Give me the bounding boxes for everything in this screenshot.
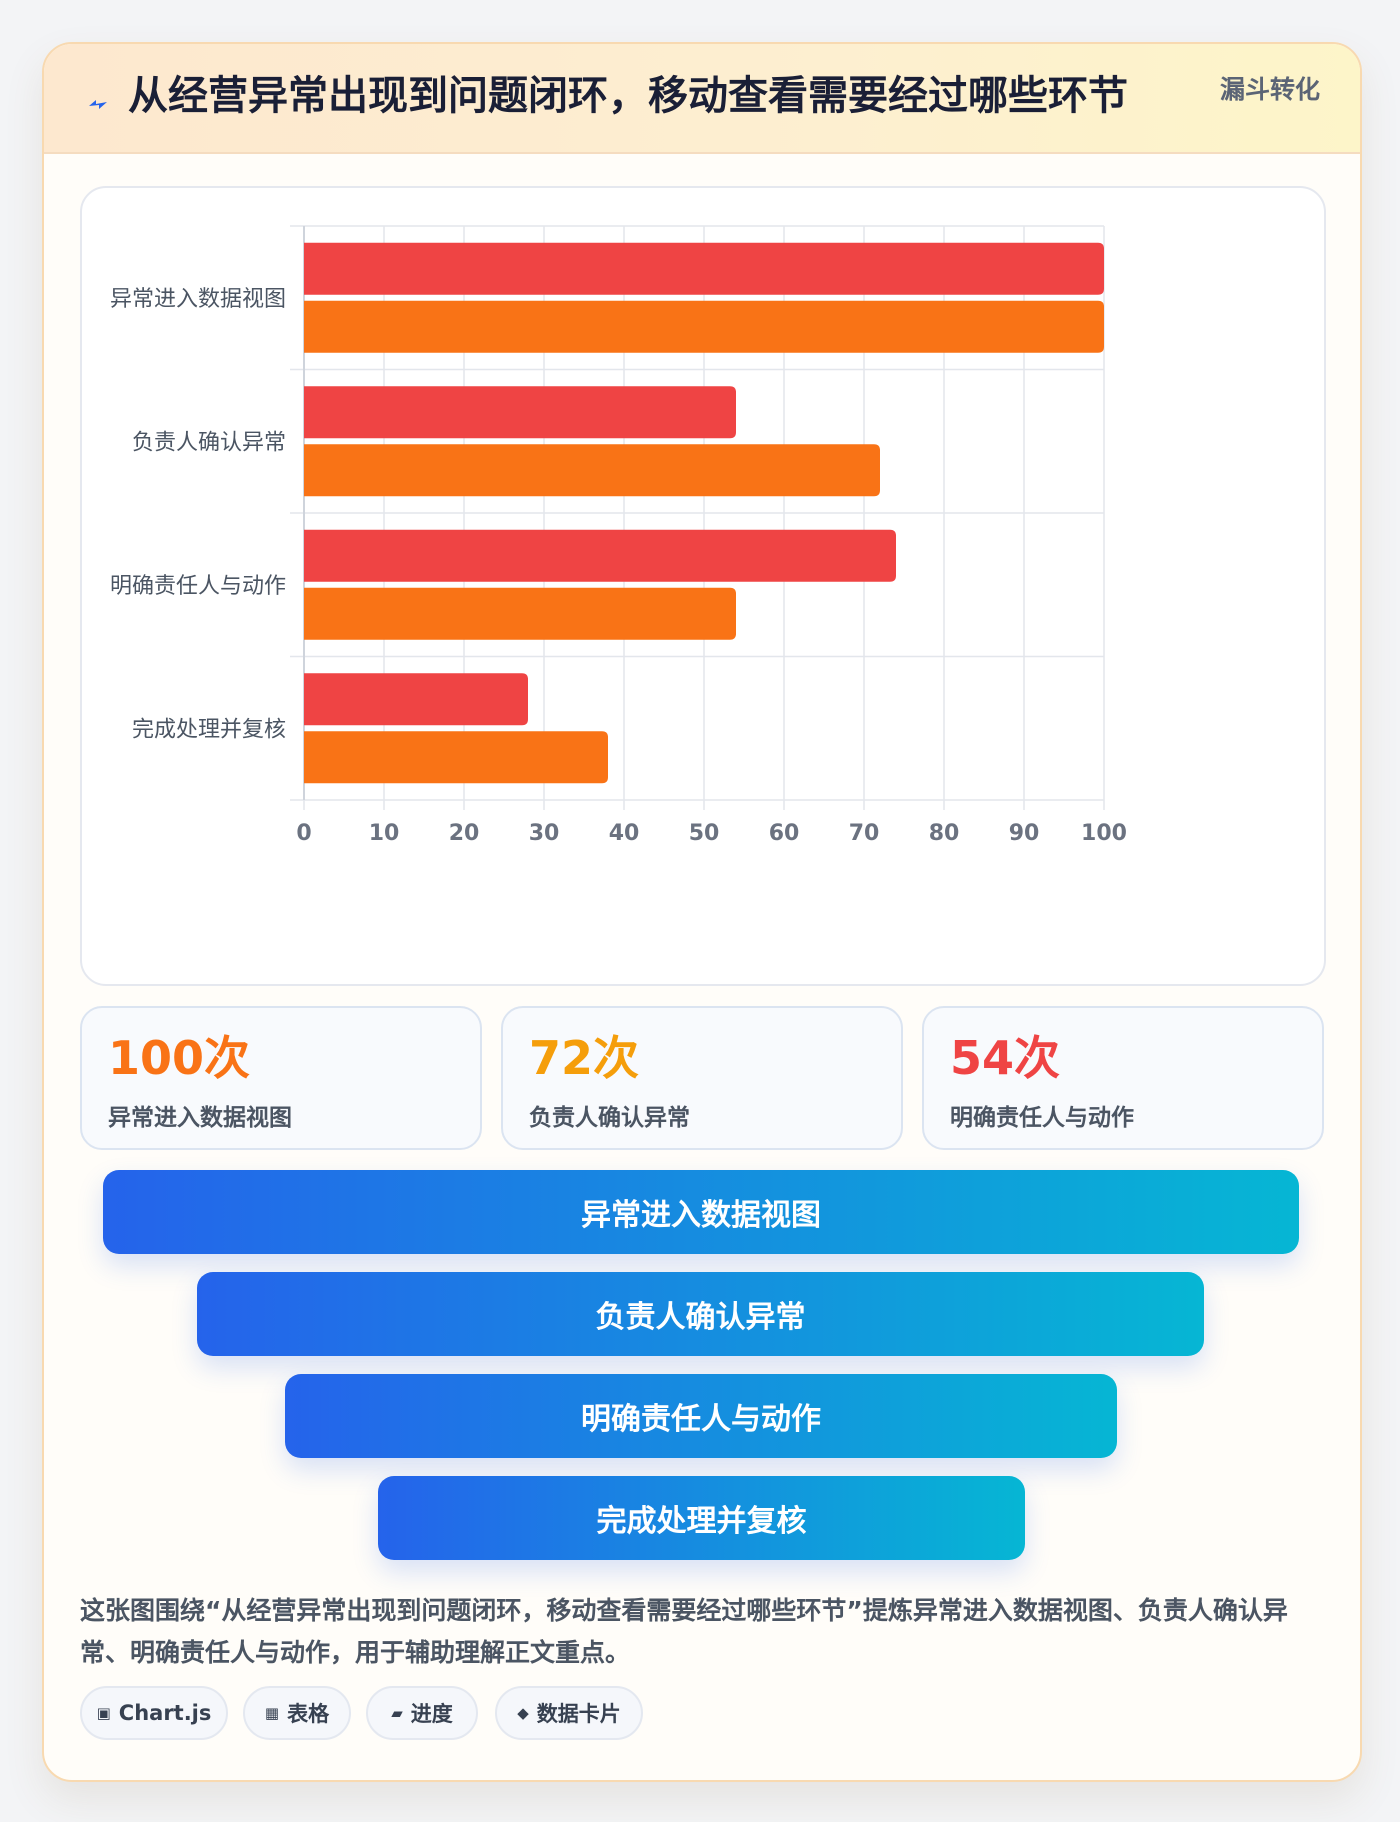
table-icon: ▦: [264, 1704, 280, 1722]
y-category-label: 完成处理并复核: [132, 717, 286, 742]
funnel-card: 从经营异常出现到问题闭环，移动查看需要经过哪些环节 漏斗转化 0 10 20 30 40…: [42, 42, 1362, 1782]
x-tick-label: 10: [369, 821, 400, 846]
stat-card-2: 72次 负责人确认异常: [501, 1006, 903, 1150]
stat-value: 54次: [950, 1031, 1061, 1085]
progress-icon: ▰: [391, 1704, 403, 1722]
chip-label: Chart.js: [118, 1701, 212, 1725]
x-tick-label: 40: [609, 821, 640, 846]
chart-type-badge: 漏斗转化: [1219, 75, 1320, 104]
x-tick-label: 70: [849, 821, 880, 846]
bar-chart: 0 10 20 30 40 50 60 70 80 90 100 异常进入数据视图负责人确认异常明确责…: [110, 225, 1127, 846]
stat-label: 明确责任人与动作: [950, 1105, 1134, 1131]
chip-chartjs[interactable]: ▣ Chart.js: [80, 1686, 228, 1740]
stat-card-1: 100次 异常进入数据视图: [80, 1006, 482, 1150]
bar: [304, 673, 528, 726]
stat-value: 100次: [108, 1031, 251, 1085]
stat-value: 72次: [529, 1031, 640, 1085]
card-header: 从经营异常出现到问题闭环，移动查看需要经过哪些环节 漏斗转化: [44, 44, 1360, 154]
chip-label: 数据卡片: [536, 1702, 621, 1726]
y-category-label: 明确责任人与动作: [110, 574, 286, 599]
y-category-label: 异常进入数据视图: [110, 287, 286, 312]
x-tick-label: 60: [769, 821, 800, 846]
bar: [304, 587, 736, 640]
funnel-stage-3: 明确责任人与动作: [285, 1374, 1117, 1458]
bar: [304, 300, 1104, 353]
funnel-stage-4: 完成处理并复核: [378, 1476, 1025, 1560]
chip-table[interactable]: ▦ 表格: [243, 1686, 351, 1740]
chip-data-card[interactable]: ◆ 数据卡片: [495, 1686, 643, 1740]
x-tick-label: 50: [689, 821, 720, 846]
x-tick-label: 20: [449, 821, 480, 846]
diamond-icon: ◆: [517, 1704, 529, 1722]
x-tick-label: 90: [1009, 821, 1040, 846]
chip-label: 表格: [287, 1702, 330, 1726]
page-title: 从经营异常出现到问题闭环，移动查看需要经过哪些环节: [128, 73, 1128, 119]
lightning-icon: [89, 100, 107, 109]
bar: [304, 242, 1104, 295]
chart-icon: ▣: [96, 1704, 111, 1722]
bar: [304, 386, 736, 439]
funnel-stage-1: 异常进入数据视图: [103, 1170, 1299, 1254]
bar-chart-panel: 0 10 20 30 40 50 60 70 80 90 100 异常进入数据视图负责人确认异常明确责…: [80, 186, 1326, 986]
chip-label: 进度: [410, 1702, 453, 1726]
stat-label: 异常进入数据视图: [108, 1105, 292, 1131]
funnel-stage-2: 负责人确认异常: [197, 1272, 1204, 1356]
bar: [304, 529, 896, 582]
bar: [304, 731, 608, 784]
x-tick-label: 30: [529, 821, 560, 846]
chart-description: 这张图围绕“从经营异常出现到问题闭环，移动查看需要经过哪些环节”提炼异常进入数据…: [80, 1596, 1288, 1667]
x-tick-label: 0: [296, 821, 311, 846]
chip-progress[interactable]: ▰ 进度: [366, 1686, 478, 1740]
stat-card-3: 54次 明确责任人与动作: [922, 1006, 1324, 1150]
x-tick-label: 100: [1081, 821, 1127, 846]
y-category-label: 负责人确认异常: [132, 430, 286, 455]
x-tick-label: 80: [929, 821, 960, 846]
stat-label: 负责人确认异常: [529, 1105, 690, 1131]
bar: [304, 444, 880, 497]
